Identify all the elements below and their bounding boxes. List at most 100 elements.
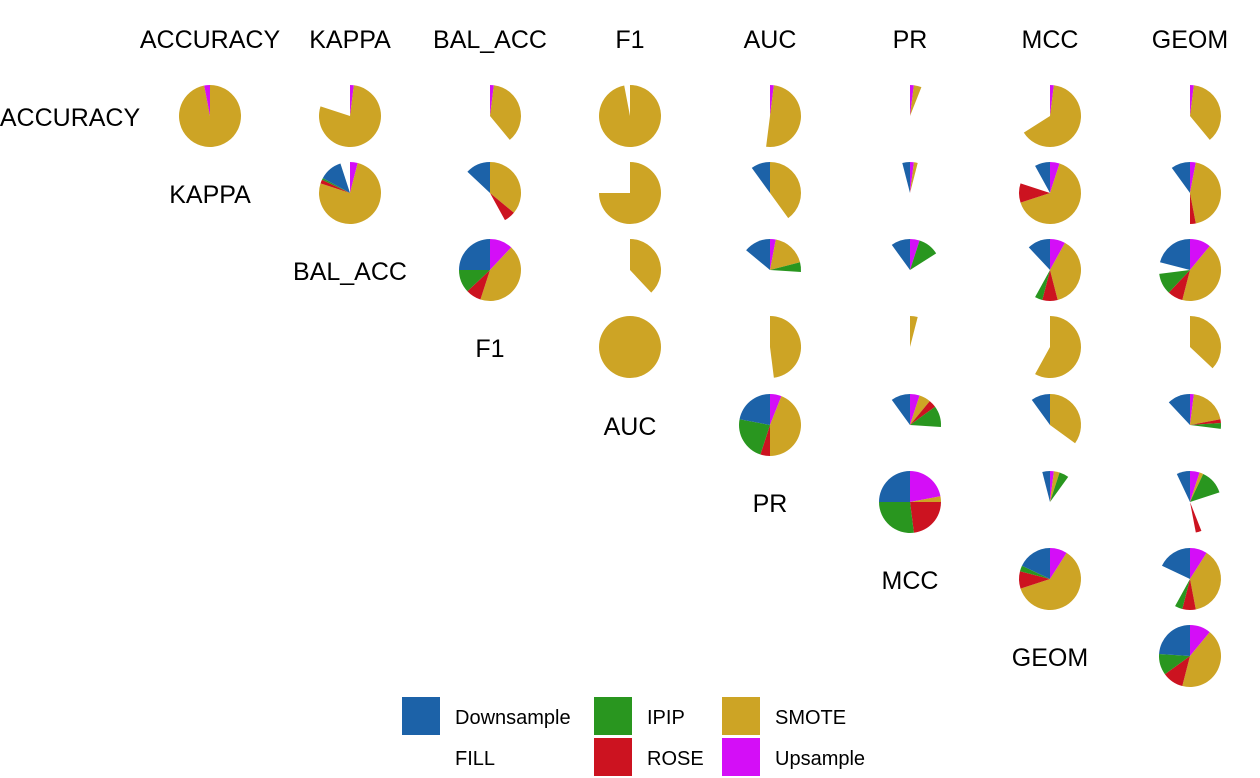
- col-label-f1: F1: [615, 26, 644, 54]
- pie-slice-smote: [1190, 552, 1221, 610]
- pie-slice-upsample: [1190, 471, 1200, 502]
- pie-kappa-vs-bal-acc: [467, 162, 522, 221]
- pie-slice-smote: [490, 85, 522, 140]
- pie-slice-upsample: [1050, 470, 1054, 502]
- pie-slice-upsample: [770, 394, 782, 425]
- pie-slice-smote: [1020, 163, 1082, 225]
- pie-slice-upsample: [910, 239, 920, 270]
- col-label-accuracy: ACCURACY: [140, 26, 281, 54]
- pie-slice-smote: [480, 247, 521, 301]
- pie-bal-acc-vs-bal-acc: [459, 239, 521, 301]
- pie-slice-rose: [910, 502, 941, 533]
- pie-slice-downsample: [891, 394, 910, 425]
- pie-slice-upsample: [1050, 162, 1060, 193]
- row-label-geom: GEOM: [1012, 644, 1088, 672]
- pie-accuracy-vs-accuracy: [179, 85, 242, 147]
- pie-slice-ipip: [1190, 423, 1222, 429]
- pie-slice-ipip: [910, 406, 942, 427]
- pie-slice-rose: [1042, 270, 1058, 302]
- pie-slice-smote: [1050, 242, 1082, 301]
- pie-slice-smote: [910, 496, 941, 502]
- pie-glyphs: [179, 84, 1222, 688]
- pie-slice-rose: [910, 401, 936, 425]
- pie-slice-downsample: [1176, 471, 1190, 502]
- legend-label-upsample: Upsample: [775, 748, 865, 770]
- legend-swatch-smote: [722, 697, 760, 735]
- pie-slice-smote: [490, 162, 522, 213]
- pie-slice-smote: [1050, 471, 1060, 502]
- pie-slice-smote: [599, 316, 661, 378]
- pie-slice-rose: [760, 425, 770, 456]
- legend: Downsample IPIP SMOTE FILL ROSE Upsample: [402, 697, 865, 776]
- pie-slice-rose: [1168, 270, 1190, 301]
- pie-slice-downsample: [1171, 162, 1190, 193]
- pie-slice-rose: [1019, 183, 1050, 203]
- pie-slice-upsample: [1190, 162, 1196, 193]
- pie-slice-rose: [1164, 656, 1190, 687]
- pie-pr-vs-mcc: [1042, 470, 1069, 502]
- pie-accuracy-vs-f1: [599, 85, 662, 147]
- col-label-geom: GEOM: [1152, 26, 1228, 54]
- legend-swatch-rose: [594, 738, 632, 776]
- pie-slice-upsample: [910, 84, 914, 116]
- pie-slice-ipip: [1158, 654, 1190, 675]
- pie-slice-smote: [910, 316, 918, 347]
- pie-geom-vs-geom: [1158, 625, 1222, 688]
- pie-slice-smote: [1190, 316, 1222, 369]
- pie-slice-upsample: [1050, 548, 1067, 579]
- pie-slice-downsample: [891, 239, 910, 270]
- pie-slice-smote: [910, 162, 918, 193]
- pie-slice-upsample: [350, 84, 354, 116]
- pie-slice-upsample: [1190, 84, 1194, 116]
- pie-bal-acc-vs-geom: [1159, 239, 1222, 302]
- pie-slice-ipip: [739, 419, 770, 455]
- pie-slice-rose: [490, 193, 514, 221]
- pie-slice-smote: [1035, 316, 1081, 378]
- legend-label-rose: ROSE: [647, 748, 704, 770]
- pie-slice-smote: [179, 85, 242, 147]
- row-label-f1: F1: [475, 335, 504, 363]
- pie-auc-vs-geom: [1168, 394, 1222, 429]
- pie-slice-rose: [467, 270, 490, 300]
- pie-slice-downsample: [322, 163, 350, 193]
- pie-pr-vs-geom: [1176, 471, 1220, 533]
- row-label-auc: AUC: [604, 413, 657, 441]
- pie-slice-downsample: [1028, 239, 1050, 270]
- pie-slice-downsample: [751, 162, 770, 193]
- pie-accuracy-vs-auc: [766, 84, 802, 148]
- pie-slice-ipip: [770, 262, 802, 272]
- pie-slice-rose: [1190, 502, 1202, 533]
- pie-bal-acc-vs-mcc: [1028, 238, 1082, 302]
- pie-slice-ipip: [1190, 473, 1220, 502]
- legend-swatch-upsample: [722, 738, 760, 776]
- pie-slice-smote: [319, 162, 382, 224]
- pie-pr-vs-pr: [879, 471, 941, 534]
- pie-accuracy-vs-bal-acc: [490, 84, 522, 140]
- pie-slice-smote: [1190, 85, 1222, 140]
- pie-slice-upsample: [910, 161, 914, 193]
- col-label-auc: AUC: [744, 26, 797, 54]
- pie-f1-vs-auc: [770, 315, 802, 378]
- pie-slice-smote: [1020, 552, 1082, 611]
- pie-slice-upsample: [910, 394, 920, 425]
- pie-slice-ipip: [459, 270, 490, 292]
- pie-auc-vs-pr: [891, 394, 942, 427]
- pie-auc-vs-auc: [739, 394, 801, 456]
- pie-slice-downsample: [1021, 547, 1050, 579]
- pie-f1-vs-geom: [1190, 316, 1222, 369]
- pie-mcc-vs-mcc: [1018, 547, 1082, 611]
- pie-bal-acc-vs-pr: [891, 239, 937, 270]
- pie-slice-ipip: [1035, 270, 1050, 301]
- pie-slice-upsample: [910, 471, 941, 502]
- pie-slice-downsample: [1159, 239, 1190, 270]
- pie-slice-smote: [766, 85, 802, 148]
- pie-slice-smote: [1190, 162, 1221, 224]
- pie-slice-upsample: [350, 162, 358, 193]
- pie-slice-upsample: [770, 239, 776, 270]
- col-label-pr: PR: [893, 26, 928, 54]
- pie-slice-smote: [770, 315, 802, 378]
- pie-slice-ipip: [1159, 270, 1190, 293]
- pie-slice-smote: [1023, 85, 1082, 147]
- legend-swatch-ipip: [594, 697, 632, 735]
